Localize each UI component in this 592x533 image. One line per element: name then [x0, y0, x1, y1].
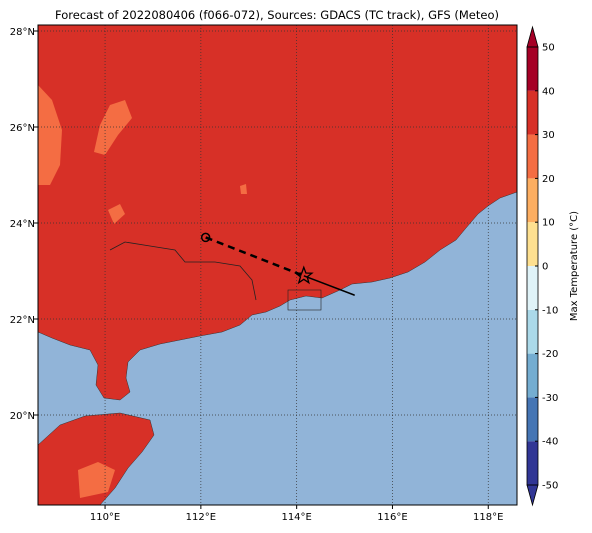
gridlines	[38, 25, 517, 505]
colorbar-segment	[527, 309, 538, 354]
border	[109, 241, 257, 301]
colorbar-segment	[527, 397, 538, 442]
colorbar-segment	[527, 47, 538, 91]
track-past	[303, 275, 355, 296]
colorbar-tick-label: 20	[542, 174, 555, 185]
y-tick-label: 22°N	[10, 315, 35, 326]
tc-track	[200, 232, 355, 296]
colorbar-tick-label: -30	[542, 393, 558, 404]
track-forecast	[205, 236, 305, 277]
colorbar-tick-label: -50	[542, 481, 558, 492]
colorbar-tick-label: 10	[542, 218, 555, 229]
warm-patch	[240, 184, 247, 194]
warm-patch	[78, 462, 115, 498]
x-tick-label: 116°E	[377, 512, 407, 523]
colorbar-label: Max Temperature (°C)	[569, 211, 580, 321]
hainan	[38, 412, 155, 505]
track-end	[353, 294, 355, 296]
mainland	[38, 25, 517, 401]
colorbar: -50 -40 -30 -20 -10 0 10 20 30 40 50	[526, 25, 558, 507]
map-title: Forecast of 2022080406 (f066-072), Sourc…	[55, 8, 499, 22]
hk-box	[287, 289, 322, 311]
colorbar-tick-label: 50	[542, 43, 555, 54]
x-tick-label: 118°E	[473, 512, 503, 523]
colorbar-segment	[527, 266, 538, 310]
warm-patch	[94, 100, 132, 155]
track-current	[293, 265, 314, 285]
axis-ticks: 110°E 112°E 114°E 116°E 118°E 20°N 22°N 24°N 26°…	[10, 27, 504, 523]
map-area	[38, 25, 517, 505]
colorbar-segment	[527, 441, 538, 485]
x-tick-label: 114°E	[281, 512, 311, 523]
x-tick-label: 112°E	[186, 512, 216, 523]
colorbar-tick-label: 40	[542, 86, 555, 97]
y-tick-label: 28°N	[10, 27, 35, 38]
colorbar-tick-label: -10	[542, 305, 558, 316]
y-tick-label: 26°N	[10, 123, 35, 134]
colorbar-segment	[527, 353, 538, 398]
colorbar-segment	[527, 178, 538, 223]
warm-patch	[108, 204, 125, 224]
colorbar-tick-label: -40	[542, 437, 558, 448]
x-tick-label: 110°E	[90, 512, 120, 523]
colorbar-tick-label: -20	[542, 349, 558, 360]
colorbar-tick-label: 0	[542, 262, 548, 273]
colorbar-extend	[526, 484, 539, 507]
warm-patch	[38, 85, 62, 185]
y-tick-label: 20°N	[10, 411, 35, 422]
colorbar-segment	[527, 222, 538, 266]
colorbar-tick-label: 30	[542, 130, 555, 141]
colorbar-segment	[527, 134, 538, 179]
map-frame	[37, 24, 518, 506]
colorbar-extend	[526, 25, 539, 48]
y-tick-label: 24°N	[10, 219, 35, 230]
colorbar-segment	[527, 90, 538, 135]
track-start	[200, 232, 211, 243]
